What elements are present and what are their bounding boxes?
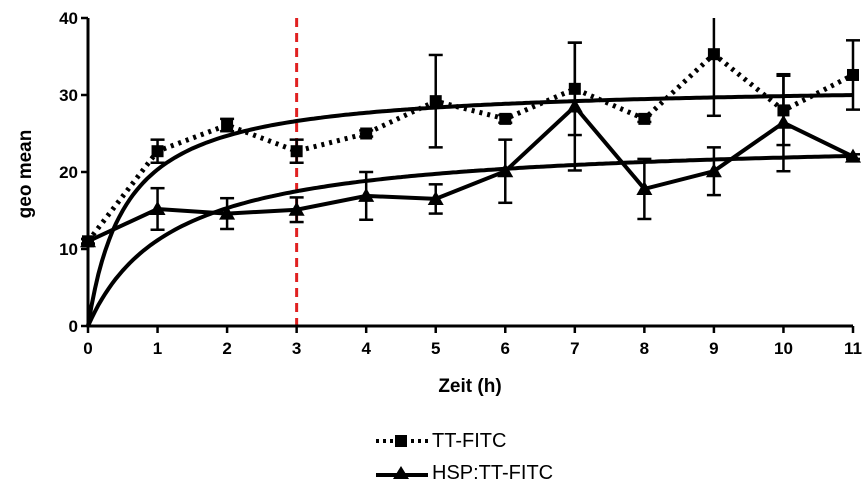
x-tick-label: 11 [844,339,862,358]
x-tick-label: 7 [570,339,579,358]
data-point-triangle [427,190,444,205]
data-point-square [429,95,442,108]
fit-curve-2 [86,153,854,327]
legend-label: HSP:TT-FITC [432,461,554,484]
data-point-square [638,112,651,125]
data-point-square [499,112,512,125]
data-point-triangle [497,163,514,178]
data-point-triangle [358,187,375,202]
data-point-triangle [705,163,722,178]
data-point-square [847,68,859,81]
legend-item-tt-fitc: TT-FITC [372,425,672,457]
plot-area [81,18,860,327]
data-point-square [290,145,303,158]
series-line-2 [87,103,854,244]
x-tick-label: 0 [83,339,92,358]
data-point-square [221,119,234,132]
legend-swatch-triangle-solid [376,466,428,479]
y-axis-title: geo mean [15,130,36,219]
x-tick-label: 1 [153,339,162,358]
series-line-1 [86,50,855,243]
chart: 0 1 2 3 4 5 6 7 8 9 10 11 0 10 20 30 40 Zeit (h) geo mea… [15,9,862,397]
y-tick-label: 0 [69,317,78,336]
data-point-square [707,48,720,61]
data-point-triangle [775,114,792,129]
legend-swatch-square-dotted [376,435,428,447]
data-point-triangle [219,205,236,220]
legend-item-hsp-tt-fitc: HSP:TT-FITC [372,457,672,489]
x-axis-title: Zeit (h) [438,376,501,397]
data-point-triangle [149,200,166,215]
axes: 0 1 2 3 4 5 6 7 8 9 10 11 0 10 20 30 40 [59,9,862,358]
x-tick-label: 10 [774,339,793,358]
data-point-triangle [566,98,583,113]
legend: TT-FITC HSP:TT-FITC [372,425,672,489]
x-tick-label: 6 [501,339,510,358]
data-markers [80,48,861,248]
data-point-triangle [636,180,653,195]
y-tick-label: 20 [59,163,78,182]
data-point-triangle [845,148,861,163]
x-tick-label: 8 [640,339,649,358]
y-tick-label: 30 [59,86,78,105]
data-point-square [151,145,164,158]
fit-curve-1 [86,93,854,327]
x-tick-label: 5 [431,339,440,358]
x-tick-label: 3 [292,339,301,358]
x-tick-label: 2 [222,339,231,358]
data-point-square [360,127,373,140]
y-tick-label: 10 [59,240,78,259]
y-tick-label: 40 [59,9,78,28]
data-point-square [568,82,581,95]
x-tick-label: 4 [361,339,371,358]
data-point-triangle [288,201,305,216]
data-point-square [777,104,790,117]
legend-label: TT-FITC [432,429,507,452]
x-tick-label: 9 [709,339,718,358]
